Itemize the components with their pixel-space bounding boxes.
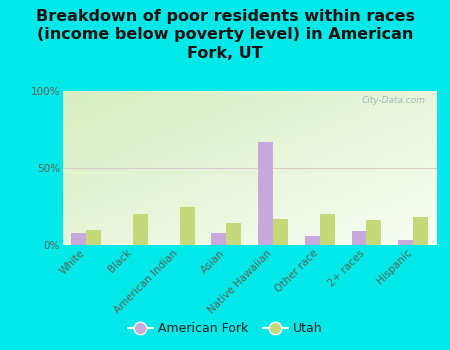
Bar (351, 231, 366, 245)
Bar (180, 206, 195, 245)
Bar (86, 230, 101, 245)
Text: City-Data.com: City-Data.com (361, 96, 425, 105)
Bar (133, 214, 148, 245)
Bar (212, 233, 226, 245)
Bar (258, 142, 273, 245)
Bar (320, 214, 335, 245)
Legend: American Fork, Utah: American Fork, Utah (122, 317, 328, 340)
Bar (72, 233, 86, 245)
Bar (366, 220, 382, 245)
Bar (398, 240, 413, 245)
Bar (413, 217, 428, 245)
Text: Breakdown of poor residents within races
(income below poverty level) in America: Breakdown of poor residents within races… (36, 9, 414, 61)
Bar (226, 223, 241, 245)
Bar (273, 219, 288, 245)
Bar (305, 236, 320, 245)
